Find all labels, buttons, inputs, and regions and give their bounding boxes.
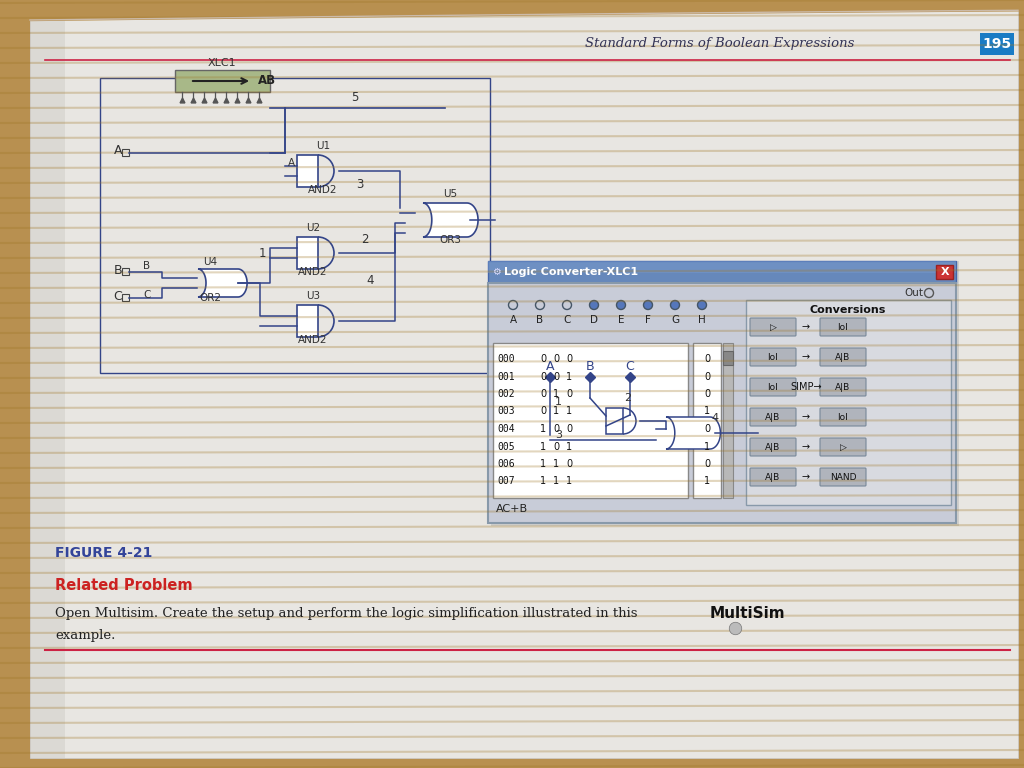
- FancyBboxPatch shape: [936, 265, 953, 279]
- FancyBboxPatch shape: [750, 438, 796, 456]
- Text: Logic Converter-XLC1: Logic Converter-XLC1: [504, 267, 638, 277]
- Text: Out: Out: [904, 288, 923, 298]
- Text: 1: 1: [566, 372, 572, 382]
- Text: 1: 1: [566, 442, 572, 452]
- Circle shape: [643, 300, 652, 310]
- Text: 1: 1: [703, 442, 710, 452]
- Text: 1: 1: [566, 406, 572, 416]
- Text: AB: AB: [258, 74, 276, 88]
- Text: Open Multisim. Create the setup and perform the logic simplification illustrated: Open Multisim. Create the setup and perf…: [55, 607, 638, 620]
- Text: B: B: [143, 261, 151, 271]
- Text: A: A: [509, 315, 516, 325]
- FancyBboxPatch shape: [488, 283, 956, 523]
- Text: 007: 007: [497, 476, 515, 486]
- Circle shape: [616, 300, 626, 310]
- Text: 0: 0: [553, 372, 559, 382]
- Text: X: X: [941, 267, 949, 277]
- Text: 0: 0: [703, 459, 710, 469]
- Text: 1: 1: [555, 397, 562, 407]
- Text: OR3: OR3: [439, 235, 461, 245]
- Text: A|B: A|B: [765, 412, 780, 422]
- Polygon shape: [606, 408, 623, 434]
- Text: →: →: [802, 352, 810, 362]
- Polygon shape: [666, 417, 721, 449]
- Text: 0: 0: [540, 354, 546, 364]
- Text: D: D: [590, 315, 598, 325]
- FancyBboxPatch shape: [750, 468, 796, 486]
- Circle shape: [697, 300, 707, 310]
- Text: 1: 1: [553, 406, 559, 416]
- Text: AC+B: AC+B: [496, 504, 528, 514]
- Text: ▷: ▷: [770, 323, 776, 332]
- Text: F: F: [645, 315, 651, 325]
- Text: 1: 1: [540, 476, 546, 486]
- Text: C: C: [114, 290, 122, 303]
- FancyBboxPatch shape: [980, 33, 1014, 55]
- Text: C: C: [143, 290, 151, 300]
- Bar: [122, 149, 129, 156]
- Text: XLC1: XLC1: [208, 58, 237, 68]
- Text: 0: 0: [566, 354, 572, 364]
- FancyBboxPatch shape: [175, 70, 270, 92]
- Text: NAND: NAND: [829, 472, 856, 482]
- Text: 0: 0: [703, 354, 710, 364]
- Text: 000: 000: [497, 354, 515, 364]
- Text: Conversions: Conversions: [810, 305, 886, 315]
- Text: 0: 0: [566, 424, 572, 434]
- Bar: [122, 268, 129, 275]
- FancyBboxPatch shape: [750, 348, 796, 366]
- Text: 0: 0: [540, 372, 546, 382]
- Text: 2: 2: [624, 393, 631, 403]
- Text: 005: 005: [497, 442, 515, 452]
- Text: IoI: IoI: [838, 412, 848, 422]
- FancyBboxPatch shape: [820, 318, 866, 336]
- FancyBboxPatch shape: [746, 300, 951, 505]
- FancyBboxPatch shape: [820, 468, 866, 486]
- FancyBboxPatch shape: [820, 408, 866, 426]
- Text: 4: 4: [711, 413, 718, 423]
- Text: 1: 1: [566, 476, 572, 486]
- Text: 1: 1: [540, 459, 546, 469]
- Text: AND2: AND2: [298, 335, 328, 345]
- Text: 0: 0: [703, 424, 710, 434]
- Text: 002: 002: [497, 389, 515, 399]
- FancyBboxPatch shape: [723, 343, 733, 498]
- Text: U4: U4: [203, 257, 217, 267]
- Text: IoI: IoI: [768, 353, 778, 362]
- Text: A: A: [114, 144, 122, 157]
- Text: U3: U3: [306, 291, 321, 301]
- Polygon shape: [30, 10, 1018, 758]
- Text: B: B: [114, 263, 122, 276]
- Text: 0: 0: [540, 389, 546, 399]
- Text: 003: 003: [497, 406, 515, 416]
- Text: FIGURE 4-21: FIGURE 4-21: [55, 546, 153, 560]
- FancyBboxPatch shape: [488, 261, 956, 283]
- Text: 004: 004: [497, 424, 515, 434]
- Text: →: →: [802, 412, 810, 422]
- Text: IoI: IoI: [768, 382, 778, 392]
- Text: U2: U2: [306, 223, 321, 233]
- Text: Standard Forms of Boolean Expressions: Standard Forms of Boolean Expressions: [586, 37, 855, 49]
- FancyBboxPatch shape: [750, 318, 796, 336]
- Text: 0: 0: [553, 424, 559, 434]
- FancyBboxPatch shape: [723, 351, 733, 365]
- FancyBboxPatch shape: [820, 378, 866, 396]
- Text: OR2: OR2: [199, 293, 221, 303]
- Text: 195: 195: [982, 37, 1012, 51]
- Text: 3: 3: [356, 178, 364, 191]
- Text: 0: 0: [703, 389, 710, 399]
- Text: ▷: ▷: [840, 442, 847, 452]
- Polygon shape: [198, 269, 247, 297]
- Polygon shape: [297, 155, 318, 187]
- FancyBboxPatch shape: [488, 261, 956, 273]
- FancyBboxPatch shape: [750, 378, 796, 396]
- Polygon shape: [297, 237, 318, 269]
- Text: MultiSim: MultiSim: [710, 605, 785, 621]
- Text: example.: example.: [55, 630, 116, 643]
- Text: →: →: [802, 472, 810, 482]
- Text: A|B: A|B: [765, 472, 780, 482]
- FancyBboxPatch shape: [820, 348, 866, 366]
- Text: 0: 0: [566, 389, 572, 399]
- FancyBboxPatch shape: [490, 261, 959, 526]
